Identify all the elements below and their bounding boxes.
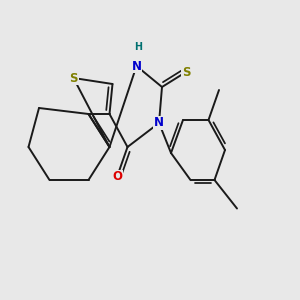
- Text: N: N: [154, 116, 164, 130]
- Text: S: S: [69, 71, 78, 85]
- Text: H: H: [134, 41, 142, 52]
- Text: S: S: [182, 65, 190, 79]
- Text: N: N: [131, 59, 142, 73]
- Text: O: O: [112, 170, 122, 184]
